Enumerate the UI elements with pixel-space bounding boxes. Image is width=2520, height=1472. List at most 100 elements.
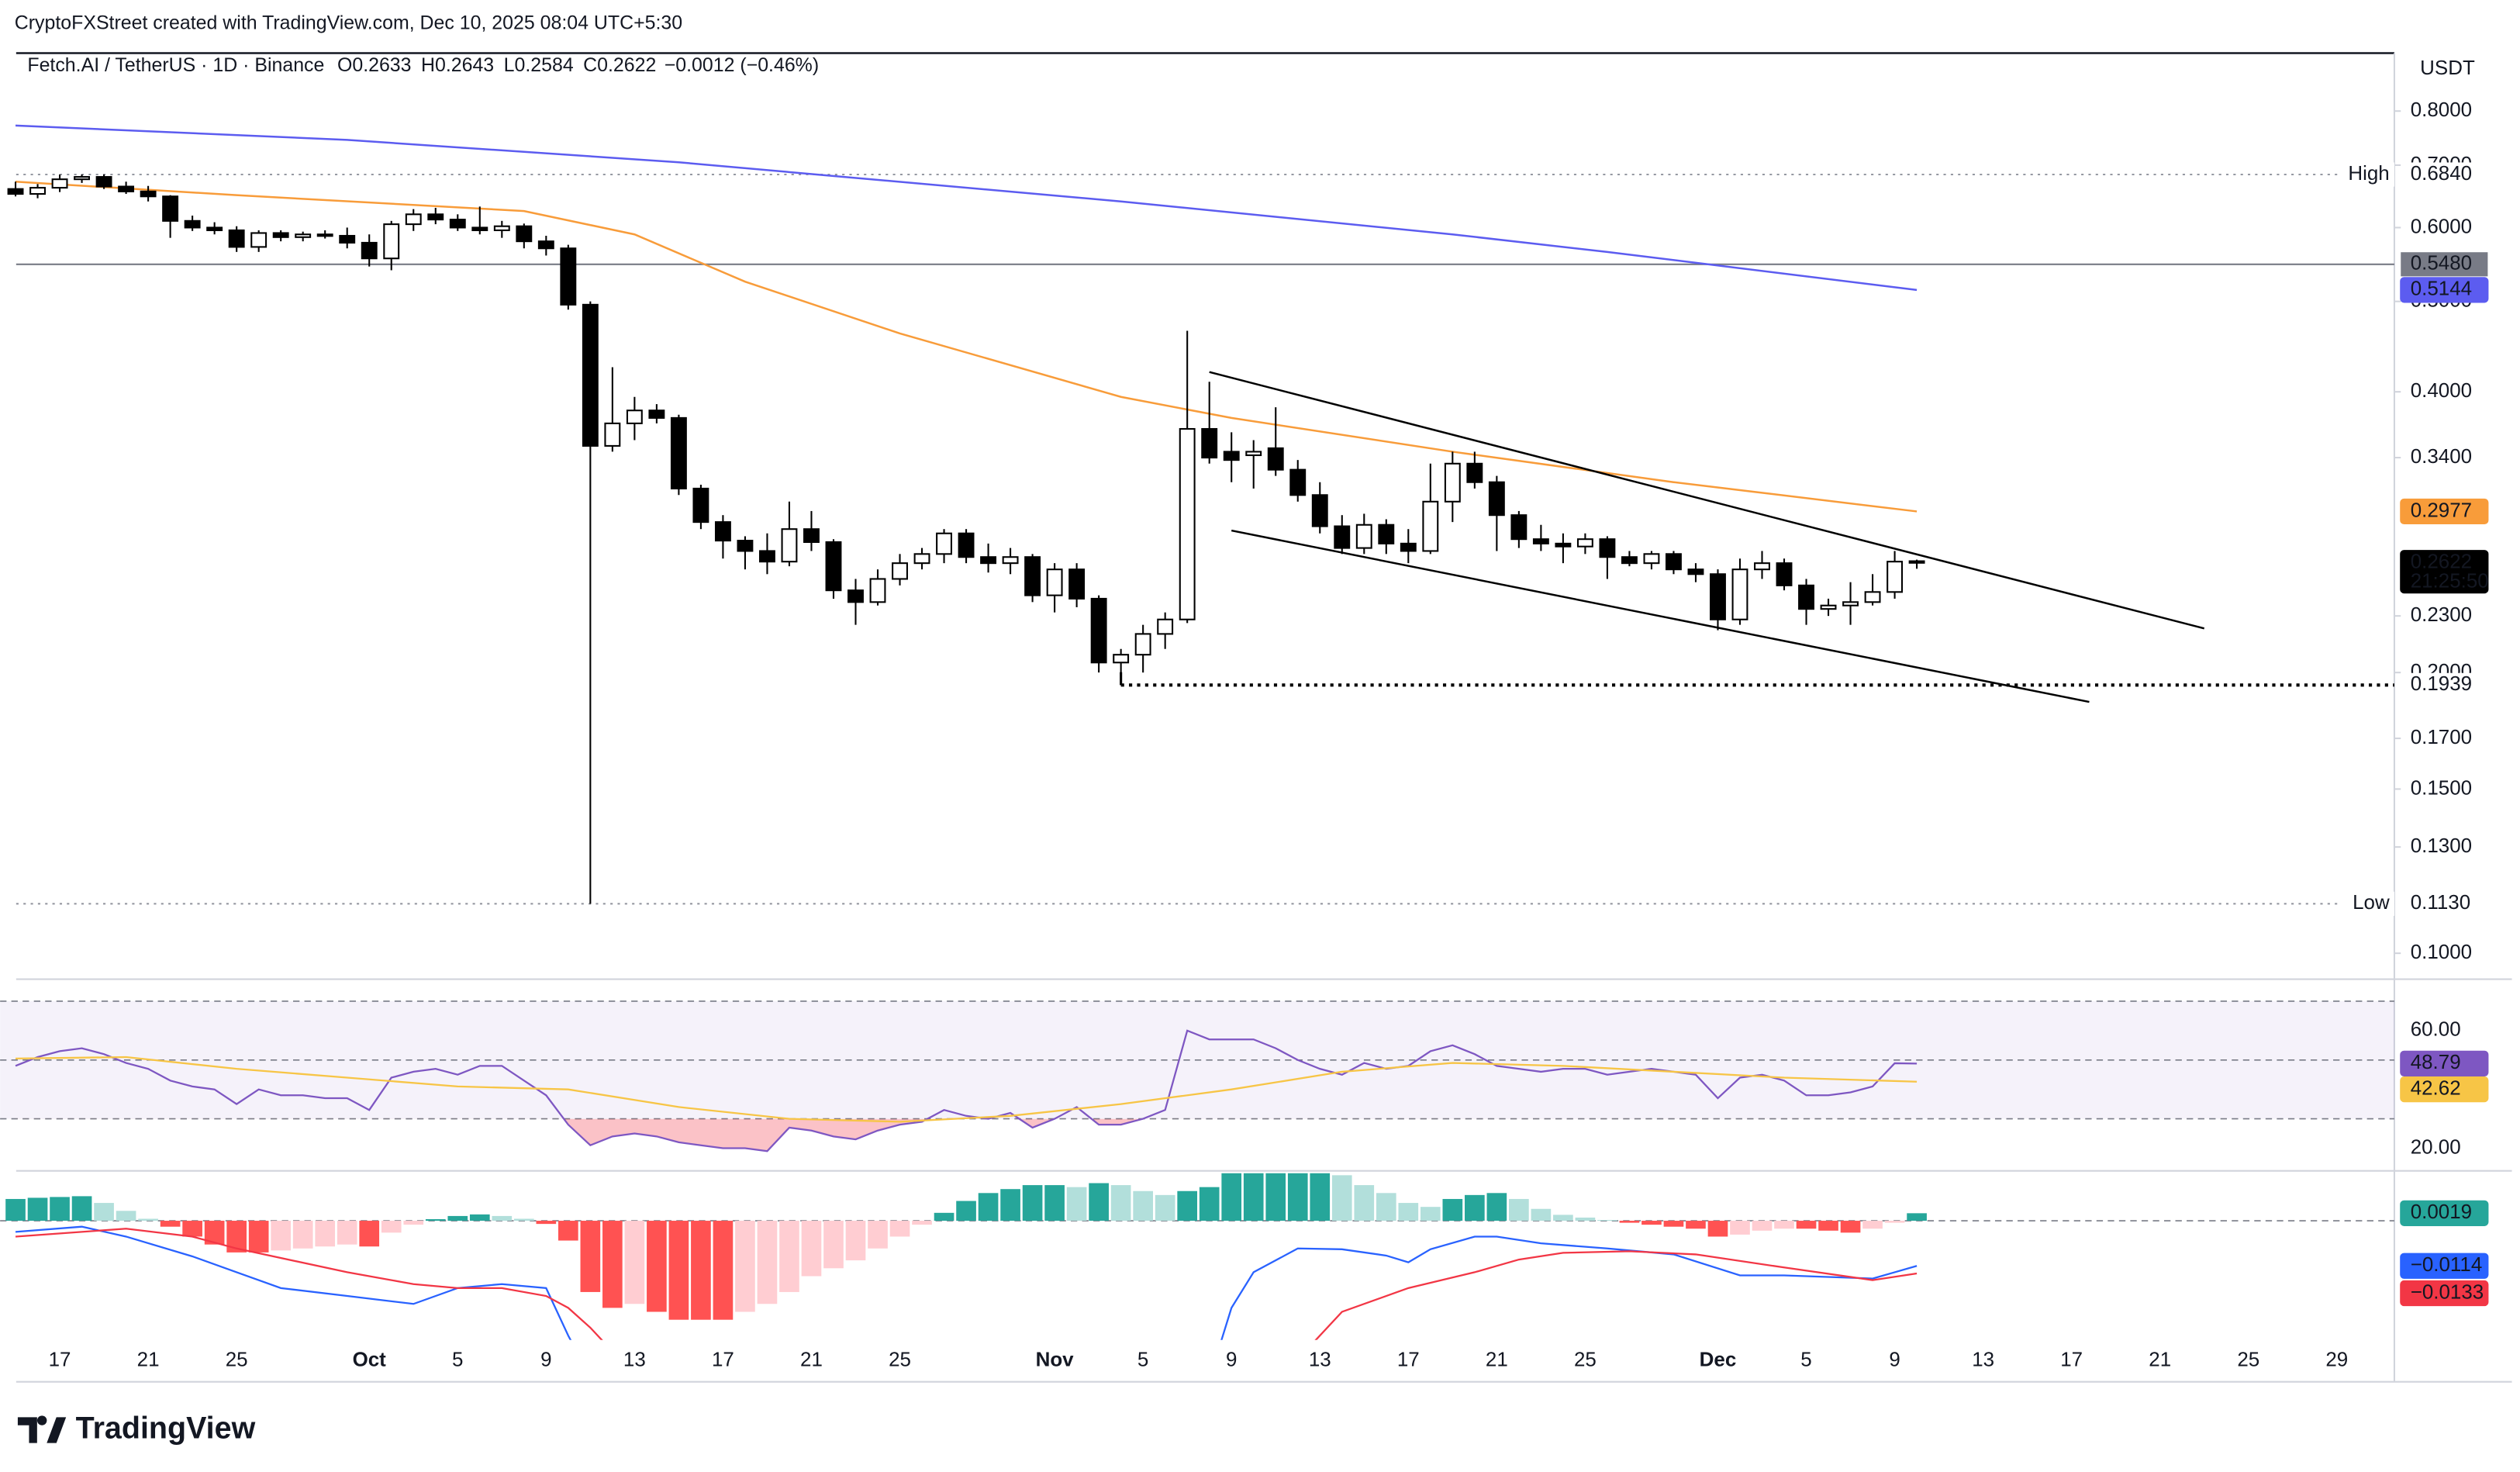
x-tick-label: 17	[49, 1349, 71, 1371]
histogram-bar	[1354, 1185, 1375, 1221]
histogram-bar	[138, 1218, 158, 1221]
candle-body	[1334, 525, 1351, 549]
price-badge	[2401, 252, 2488, 277]
histogram-bar	[1619, 1221, 1640, 1223]
badge-label: 0.0019	[2411, 1201, 2472, 1223]
candle-body	[1754, 562, 1770, 571]
candle-body	[250, 232, 268, 248]
x-tick-label: 13	[623, 1349, 646, 1371]
candle-body	[936, 532, 952, 555]
histogram-bar	[1840, 1221, 1861, 1233]
currency: USDT	[2420, 57, 2475, 79]
y-tick-label: 0.1000	[2411, 942, 2472, 963]
histogram-bar	[1597, 1220, 1617, 1221]
candle-body	[74, 176, 91, 181]
axes: 17 21 25 Oct 5 9 13 17 21 25 Nov 5 9 13 17 21 25 Dec 5 9 13 1…	[49, 57, 2489, 1370]
rsi-pane	[0, 1000, 2394, 1152]
price-badge	[2400, 498, 2489, 525]
price-badge	[2400, 1280, 2489, 1307]
histogram-bar	[735, 1221, 755, 1312]
badge-label: 0.5144	[2411, 278, 2472, 300]
candle-body	[272, 232, 289, 238]
rsi-line	[16, 1056, 1918, 1123]
y-tick-label: 60.00	[2411, 1019, 2461, 1041]
tag-bg	[2341, 891, 2394, 916]
x-tick-label: 21	[1486, 1349, 1508, 1371]
histogram-bar	[1818, 1221, 1838, 1231]
x-tick-label: 17	[2060, 1349, 2083, 1371]
macd-line	[15, 1225, 1918, 1340]
histogram-bar	[1066, 1187, 1087, 1221]
tag-bg	[2341, 162, 2394, 187]
candle-body	[1378, 523, 1395, 544]
candle-body	[892, 562, 908, 580]
badge-label: 0.6840	[2411, 163, 2472, 185]
x-tick-label: 25	[2237, 1349, 2259, 1371]
candle-body	[714, 521, 731, 542]
candle-body	[1245, 451, 1262, 457]
histogram-bar	[1641, 1221, 1662, 1225]
attribution: CryptoFXStreet created with TradingView.…	[15, 12, 682, 34]
histogram-bar	[624, 1221, 645, 1304]
badge-label: 0.2977	[2411, 499, 2472, 521]
trendline	[1209, 371, 2205, 630]
level-tag: Low	[2353, 892, 2390, 914]
change: −0.0012 (−0.46%)	[665, 54, 819, 76]
x-tick-label: 17	[1397, 1349, 1420, 1371]
candle-body	[1422, 500, 1439, 552]
candle-body	[1488, 481, 1505, 517]
candle-body	[184, 219, 201, 229]
x-tick-label: 29	[2325, 1349, 2348, 1371]
candle-body	[228, 229, 245, 248]
histogram-bar	[248, 1221, 269, 1253]
histogram-bar	[602, 1221, 623, 1308]
candle-body	[162, 195, 179, 222]
level-tag: High	[2348, 163, 2389, 185]
ohlc-key: O	[337, 54, 352, 76]
histogram-bar	[1265, 1173, 1286, 1221]
histogram-bar	[912, 1221, 932, 1225]
ohlc-key: C	[583, 54, 597, 76]
candle-body	[1090, 597, 1107, 664]
histogram-bar	[1044, 1185, 1065, 1221]
x-tick-label: Dec	[1700, 1349, 1737, 1371]
histogram-bar	[1199, 1187, 1220, 1221]
histogram-bar	[1022, 1185, 1043, 1221]
candle-body	[670, 416, 687, 489]
candle-body	[1555, 542, 1572, 548]
candle-body	[1887, 561, 1904, 593]
candle-body	[29, 187, 46, 195]
candle-body	[737, 540, 754, 552]
x-tick-label: 5	[452, 1349, 463, 1371]
candle-body	[1643, 553, 1660, 565]
candle-body	[383, 223, 400, 260]
histogram-bar	[1509, 1198, 1529, 1221]
candle-body	[1046, 568, 1063, 596]
x-tick-label: 25	[889, 1349, 911, 1371]
candle-body	[913, 553, 930, 565]
candle-body	[1776, 562, 1793, 586]
badge-label: 0.5480	[2411, 253, 2472, 275]
x-tick-label: 5	[1800, 1349, 1811, 1371]
y-tick-label: 0.2300	[2411, 604, 2472, 626]
histogram-bar	[94, 1203, 114, 1221]
y-tick-label: 0.8000	[2411, 99, 2472, 121]
candle-body	[140, 190, 157, 198]
candle-body	[803, 528, 820, 544]
candle-body	[316, 233, 333, 237]
histogram-bar	[889, 1221, 910, 1237]
histogram-bar	[50, 1197, 70, 1221]
histogram-bar	[1752, 1221, 1773, 1231]
histogram-bar	[823, 1221, 844, 1269]
x-tick-label: 9	[1889, 1349, 1900, 1371]
badge-label: 48.79	[2411, 1052, 2461, 1073]
price-pane	[7, 124, 2394, 905]
candle-body	[980, 556, 997, 565]
histogram-bar	[71, 1196, 92, 1221]
price-badge	[2401, 162, 2488, 187]
moving-average	[15, 181, 1918, 513]
histogram-bar	[801, 1221, 822, 1277]
y-tick-label: 20.00	[2411, 1136, 2461, 1158]
candle-body	[1466, 462, 1483, 483]
